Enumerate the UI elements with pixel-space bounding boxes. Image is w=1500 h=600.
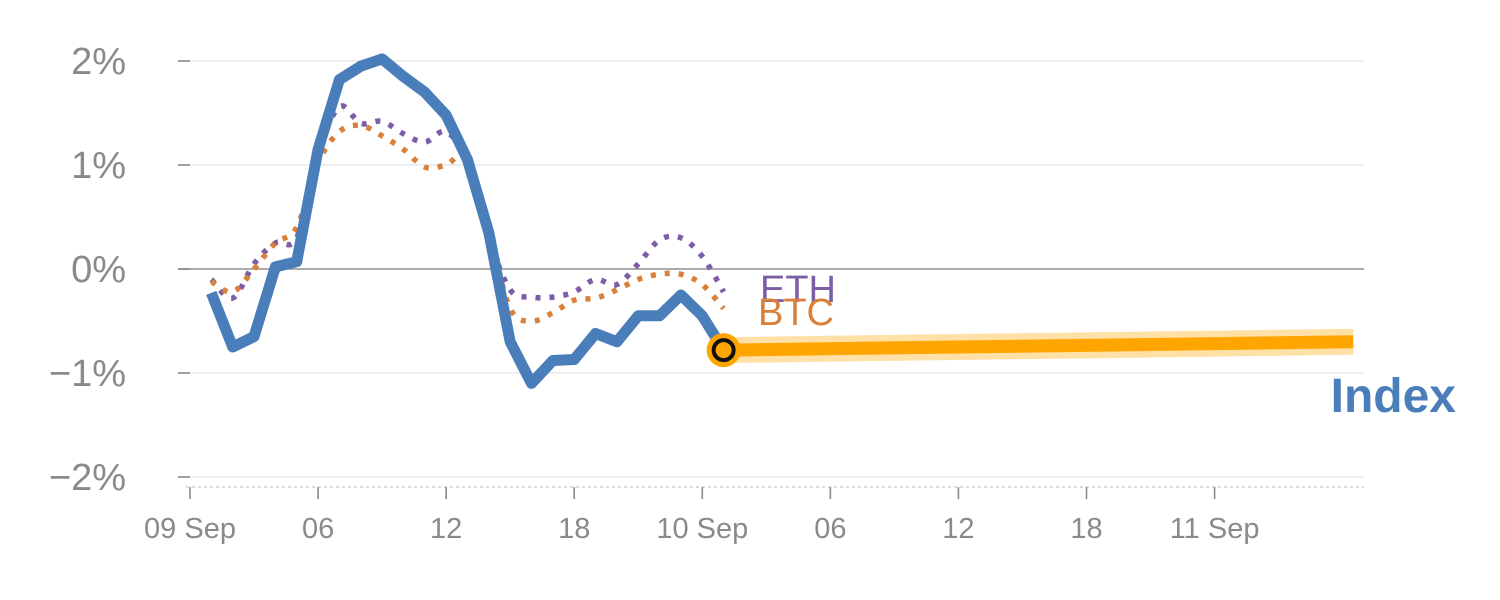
y-tick-label: 2% xyxy=(71,41,126,83)
current-value-marker xyxy=(711,338,736,363)
index-series-label: Index xyxy=(1331,370,1457,423)
y-tick-label: 1% xyxy=(71,145,126,187)
x-tick-label: 18 xyxy=(1070,513,1102,545)
axis-layer: 2% 1% 0% −1% −2% 09 Sep 06 12 18 10 Sep 06 12 18 11 S… xyxy=(49,41,1364,545)
y-tick-label: −1% xyxy=(49,353,126,395)
btc-series-label: BTC xyxy=(758,292,834,334)
x-tick-label: 09 Sep xyxy=(144,513,236,545)
eth-series-line xyxy=(209,103,726,301)
label-layer: ETH BTC Index xyxy=(758,269,1456,423)
x-tick-label: 06 xyxy=(302,513,334,545)
series-layer xyxy=(206,53,1354,389)
x-tick-label: 10 Sep xyxy=(656,513,748,545)
index-series-line xyxy=(206,53,729,389)
x-tick-label: 06 xyxy=(814,513,846,545)
x-tick-label: 12 xyxy=(942,513,974,545)
x-tick-label: 11 Sep xyxy=(1170,513,1260,545)
grid-layer xyxy=(178,60,1364,478)
btc-series-line xyxy=(209,122,726,324)
y-tick-label: 0% xyxy=(71,249,126,291)
forecast-band-line xyxy=(723,335,1354,357)
eth-series-label: ETH xyxy=(760,269,836,311)
x-tick-label: 18 xyxy=(558,513,590,545)
y-tick-label: −2% xyxy=(49,457,126,499)
x-tick-label: 12 xyxy=(430,513,462,545)
